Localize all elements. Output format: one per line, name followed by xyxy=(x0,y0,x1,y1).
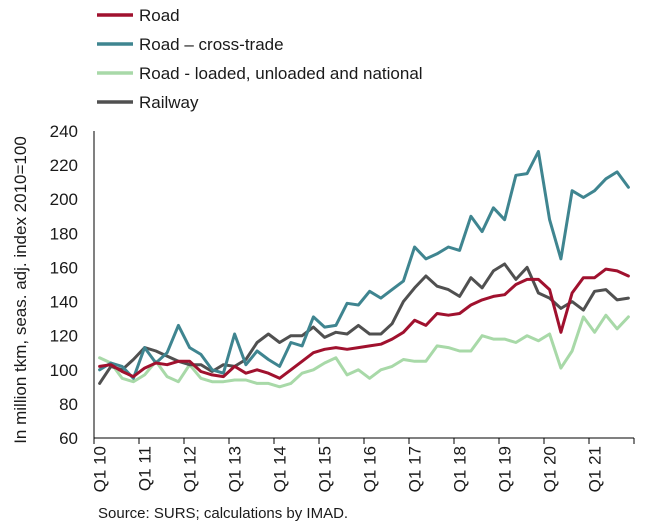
chart-axes xyxy=(93,131,635,444)
x-tick-label: Q1 14 xyxy=(271,446,290,492)
x-tick-label: Q1 16 xyxy=(361,446,380,492)
x-tick-label: Q1 20 xyxy=(541,446,560,492)
series-line-3 xyxy=(98,262,630,385)
legend-label: Road xyxy=(139,6,180,25)
x-tick-label: Q1 19 xyxy=(496,446,515,492)
y-tick-label: 180 xyxy=(50,224,78,243)
x-tick-label: Q1 12 xyxy=(181,446,200,492)
chart-legend: Road Road – cross-trade Road - loaded, unl… xyxy=(97,6,423,112)
series-line-0 xyxy=(98,267,630,380)
legend-label: Road – cross-trade xyxy=(139,35,284,54)
y-tick-label: 200 xyxy=(50,190,78,209)
y-tick-label: 160 xyxy=(50,258,78,277)
x-tick-label: Q1 15 xyxy=(316,446,335,492)
y-tick-label: 120 xyxy=(50,327,78,346)
x-tick-label: Q1 11 xyxy=(136,446,155,491)
chart-series-lines xyxy=(98,150,630,389)
y-axis-tick-labels: 60 80 100 120 140 160 180 200 220 240 xyxy=(50,122,78,448)
x-tick-label: Q1 18 xyxy=(451,446,470,492)
y-tick-label: 60 xyxy=(59,429,78,448)
y-tick-label: 240 xyxy=(50,122,78,141)
y-tick-label: 80 xyxy=(59,395,78,414)
y-tick-label: 220 xyxy=(50,156,78,175)
x-tick-label: Q1 21 xyxy=(586,446,605,492)
x-axis-tick-labels: Q1 10 Q1 11 Q1 12 Q1 13 Q1 14 Q1 15 Q1 16 Q1 17… xyxy=(91,446,605,492)
x-tick-label: Q1 17 xyxy=(406,446,425,492)
series-line-2 xyxy=(98,313,630,389)
y-tick-label: 140 xyxy=(50,293,78,312)
series-line-1 xyxy=(98,150,630,380)
legend-label: Railway xyxy=(139,93,199,112)
x-tick-label: Q1 10 xyxy=(91,446,110,492)
x-tick-label: Q1 13 xyxy=(226,446,245,492)
source-note: Source: SURS; calculations by IMAD. xyxy=(98,505,349,522)
legend-label: Road - loaded, unloaded and national xyxy=(139,64,423,83)
y-tick-label: 100 xyxy=(50,361,78,380)
y-axis-title: In million tkm, seas. adj. index 2010=10… xyxy=(11,136,30,444)
